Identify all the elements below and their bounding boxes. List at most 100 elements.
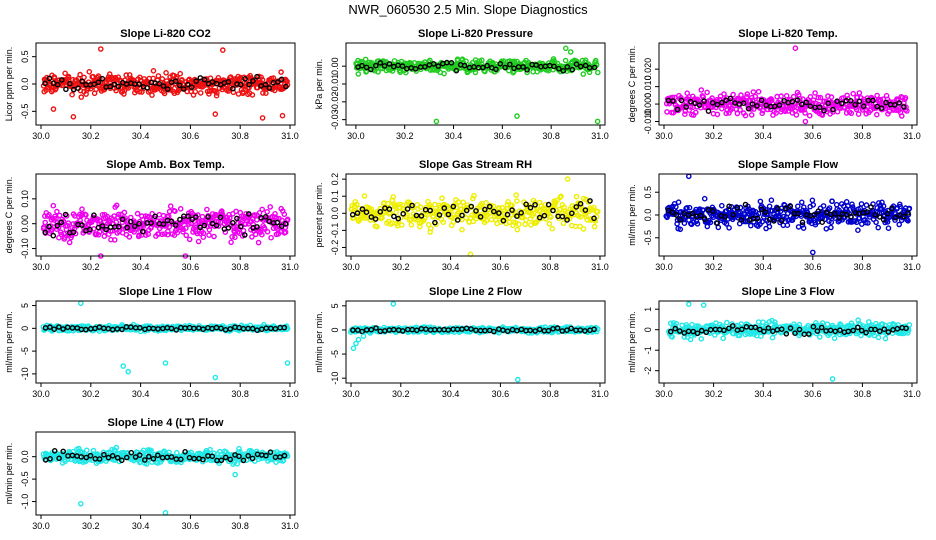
- data-point: [748, 112, 755, 118]
- data-point-black: [164, 86, 171, 92]
- y-tick-label: 0: [20, 326, 30, 331]
- data-point-black: [119, 216, 126, 223]
- data-point: [902, 95, 909, 101]
- data-point: [855, 111, 862, 117]
- data-point: [795, 203, 801, 210]
- data-point: [441, 70, 447, 77]
- data-point-black: [880, 216, 887, 223]
- data-point-black: [573, 204, 580, 210]
- y-axis-label: kPa per min.: [314, 59, 324, 110]
- data-point: [171, 90, 178, 97]
- data-point-black: [131, 223, 138, 230]
- data-point-black: [719, 99, 725, 106]
- data-point-black: [723, 97, 730, 104]
- x-tick-label: 31.0: [591, 131, 609, 141]
- data-point-black: [42, 229, 49, 236]
- data-points: [353, 45, 601, 125]
- data-point-black: [359, 62, 365, 69]
- data-point: [65, 220, 72, 226]
- data-point: [669, 334, 676, 340]
- outlier-point: [259, 115, 266, 121]
- data-point: [232, 234, 238, 241]
- data-point: [252, 231, 259, 238]
- data-point: [820, 203, 827, 209]
- data-point-black: [213, 222, 220, 229]
- data-point-black: [399, 63, 406, 69]
- data-point-black: [811, 212, 818, 218]
- y-tick-label: -0.03: [330, 109, 340, 130]
- data-points: [40, 46, 291, 121]
- data-point: [460, 199, 467, 206]
- data-point: [271, 87, 278, 94]
- data-point-black: [418, 213, 425, 219]
- data-point: [728, 203, 735, 210]
- data-point: [863, 202, 870, 208]
- data-point-black: [564, 64, 571, 70]
- data-point: [136, 232, 142, 238]
- data-point: [562, 57, 569, 64]
- data-point: [755, 88, 762, 95]
- x-tick-label: 31.0: [281, 389, 299, 399]
- data-point-black: [856, 98, 863, 105]
- data-point: [207, 446, 213, 453]
- data-point: [353, 201, 360, 208]
- data-point: [163, 70, 169, 76]
- data-point-black: [749, 101, 756, 107]
- data-point: [800, 225, 807, 231]
- y-tick-label: -1: [643, 346, 653, 354]
- data-point: [522, 221, 529, 228]
- data-point: [211, 233, 217, 240]
- outlier-point: [279, 112, 286, 119]
- data-point-black: [556, 65, 562, 72]
- data-point: [809, 197, 816, 204]
- data-point: [64, 222, 71, 229]
- data-point: [126, 234, 133, 240]
- data-point-black: [541, 212, 548, 219]
- data-point: [409, 205, 416, 211]
- data-point-black: [463, 207, 470, 214]
- data-point: [115, 211, 122, 218]
- data-point: [885, 225, 892, 231]
- data-point-black: [774, 326, 781, 333]
- y-tick-label: 0.1: [330, 190, 340, 203]
- y-tick-label: -5: [330, 350, 340, 358]
- data-point-black: [354, 210, 361, 216]
- data-point-black: [587, 198, 593, 204]
- data-point-black: [51, 447, 58, 454]
- data-point: [234, 460, 240, 467]
- y-tick-label: 0.0: [643, 209, 653, 222]
- data-point: [591, 204, 597, 211]
- data-point-black: [368, 214, 375, 220]
- data-point-black: [441, 205, 448, 211]
- data-point: [495, 213, 501, 220]
- data-point-black: [156, 81, 163, 87]
- chart-title: Slope Line 4 (LT) Flow: [108, 417, 224, 429]
- data-point-black: [46, 75, 53, 82]
- data-point: [469, 195, 476, 202]
- data-point-black: [188, 84, 195, 90]
- data-point: [810, 97, 817, 103]
- data-point-black: [714, 220, 721, 226]
- data-point: [95, 231, 102, 238]
- data-point-black: [687, 98, 694, 105]
- data-point-black: [241, 232, 248, 238]
- data-point-black: [46, 223, 52, 230]
- data-point: [362, 56, 369, 63]
- chart-title: Slope Line 2 Flow: [429, 286, 522, 298]
- data-point: [249, 92, 256, 98]
- data-point: [250, 221, 256, 228]
- data-point: [744, 91, 751, 97]
- data-point-black: [803, 99, 810, 106]
- x-tick-label: 30.4: [132, 389, 150, 399]
- data-point: [478, 57, 485, 64]
- data-point-black: [237, 81, 244, 88]
- data-point-black: [577, 200, 584, 207]
- data-point-black: [368, 66, 374, 73]
- outlier-point: [50, 106, 57, 112]
- data-point-black: [490, 208, 497, 215]
- outlier-point: [563, 45, 569, 52]
- data-point: [263, 90, 269, 96]
- data-point-black: [372, 216, 379, 222]
- data-point-black: [205, 214, 211, 220]
- y-axis-label: ml/min per min.: [4, 443, 14, 505]
